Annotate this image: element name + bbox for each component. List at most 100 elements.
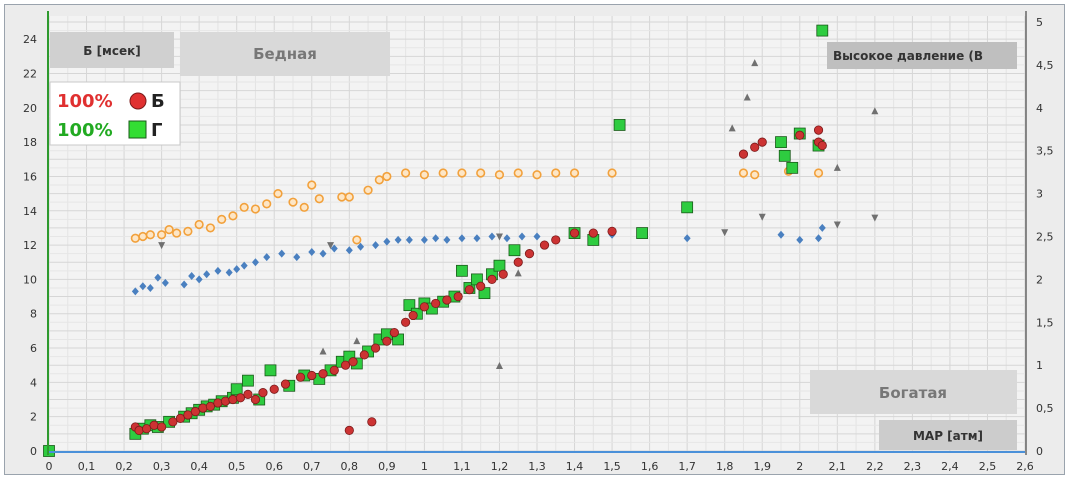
data-point-ring	[217, 214, 227, 224]
data-point-circle	[318, 369, 328, 379]
data-point-circle	[569, 228, 580, 238]
data-point-triangle-up	[728, 124, 736, 132]
data-point-triangle-down	[758, 213, 766, 221]
data-point-circle	[149, 420, 159, 430]
x-tick-label: 0,4	[190, 460, 208, 473]
data-point-circle	[134, 425, 144, 436]
data-point-square	[493, 259, 506, 272]
data-point-circle	[453, 291, 463, 302]
y-tick-label-right: 5	[1036, 16, 1043, 29]
data-point-diamond	[188, 271, 196, 280]
legend-percent: 100%	[57, 120, 113, 141]
data-point-circle	[258, 388, 268, 398]
legend-symbol: Г	[151, 120, 162, 141]
y-tick-label-left: 14	[23, 205, 37, 218]
data-point-ring	[352, 235, 362, 245]
y-axis-title: Б [мсек]	[83, 44, 141, 58]
data-point-ring	[532, 170, 542, 180]
data-point-circle	[250, 394, 261, 405]
data-point-triangle-up	[514, 269, 522, 277]
data-point-circle	[382, 336, 392, 346]
data-point-ring	[138, 231, 148, 242]
data-point-ring	[569, 168, 580, 178]
data-point-diamond	[533, 232, 541, 241]
data-point-diamond	[139, 282, 147, 291]
data-point-diamond	[203, 270, 211, 279]
data-point-square	[613, 119, 626, 131]
data-point-circle	[205, 401, 216, 411]
x-tick-label: 1,3	[528, 460, 546, 473]
data-point-ring	[438, 168, 448, 178]
x-tick-label: 0	[46, 460, 53, 473]
data-point-ring	[382, 171, 392, 182]
data-point-diamond	[251, 258, 259, 267]
x-tick-label: 0,9	[378, 460, 396, 473]
data-point-circle	[269, 384, 279, 394]
data-point-circle	[295, 372, 306, 382]
data-point-diamond	[458, 234, 466, 243]
data-point-ring	[172, 228, 182, 238]
data-point-diamond	[154, 273, 162, 282]
data-point-ring	[344, 192, 354, 202]
data-point-square	[636, 227, 649, 239]
data-point-ring	[457, 168, 467, 178]
data-point-ring	[750, 170, 760, 180]
data-point-circle	[419, 302, 429, 312]
high-pressure-label: Высокое давление (В	[833, 49, 983, 63]
data-point-ring	[607, 168, 617, 178]
x-tick-label: 1,2	[491, 460, 509, 473]
x-tick-label: 2	[796, 460, 803, 473]
data-point-diamond	[818, 223, 826, 232]
data-point-diamond	[319, 249, 327, 258]
data-point-ring	[194, 219, 204, 230]
data-point-ring	[307, 180, 317, 190]
data-point-ring	[513, 168, 523, 178]
data-point-diamond	[146, 283, 154, 292]
data-point-diamond	[240, 261, 248, 270]
data-point-square	[456, 264, 468, 277]
y-axis-title-box	[50, 32, 174, 68]
data-point-diamond	[420, 235, 428, 244]
y-tick-label-right: 1,5	[1036, 316, 1054, 329]
data-point-diamond	[278, 249, 286, 258]
y-tick-label-left: 0	[30, 445, 37, 458]
x-tick-label: 1,1	[453, 460, 471, 473]
data-point-square	[230, 383, 243, 396]
y-tick-label-left: 18	[23, 136, 37, 149]
x-axis-title: MAP [атм]	[913, 429, 983, 443]
data-point-ring	[262, 199, 272, 209]
data-point-triangle-up	[319, 347, 327, 355]
data-point-ring	[314, 194, 324, 204]
data-point-square	[403, 299, 416, 312]
data-point-diamond	[180, 280, 188, 289]
data-point-triangle-down	[327, 242, 335, 250]
y-tick-label-left: 20	[23, 102, 37, 115]
data-point-circle	[359, 350, 369, 360]
data-point-circle	[431, 298, 441, 309]
data-point-ring	[401, 168, 411, 178]
data-point-ring	[250, 204, 261, 214]
data-point-ring	[288, 197, 298, 207]
data-point-circle	[175, 413, 185, 423]
rich-region-box	[810, 370, 1017, 414]
data-point-circle	[157, 422, 167, 432]
data-point-square	[775, 136, 787, 149]
data-point-ring	[157, 230, 167, 240]
data-point-circle	[344, 425, 354, 436]
data-point-circle	[551, 235, 561, 245]
data-point-triangle-up	[751, 59, 759, 67]
x-tick-label: 1,5	[603, 460, 621, 473]
data-point-diamond	[330, 244, 338, 253]
data-point-circle	[142, 424, 152, 434]
y-tick-label-left: 16	[23, 170, 37, 183]
x-tick-label: 2,4	[941, 460, 959, 473]
data-point-circle	[795, 130, 805, 140]
data-point-circle	[588, 228, 598, 238]
data-point-ring	[494, 170, 505, 180]
data-point-circle	[738, 149, 749, 159]
data-point-circle	[220, 396, 231, 406]
data-point-square	[786, 161, 799, 174]
data-point-circle	[750, 142, 760, 152]
data-point-square	[508, 244, 521, 257]
data-point-diamond	[383, 237, 391, 246]
